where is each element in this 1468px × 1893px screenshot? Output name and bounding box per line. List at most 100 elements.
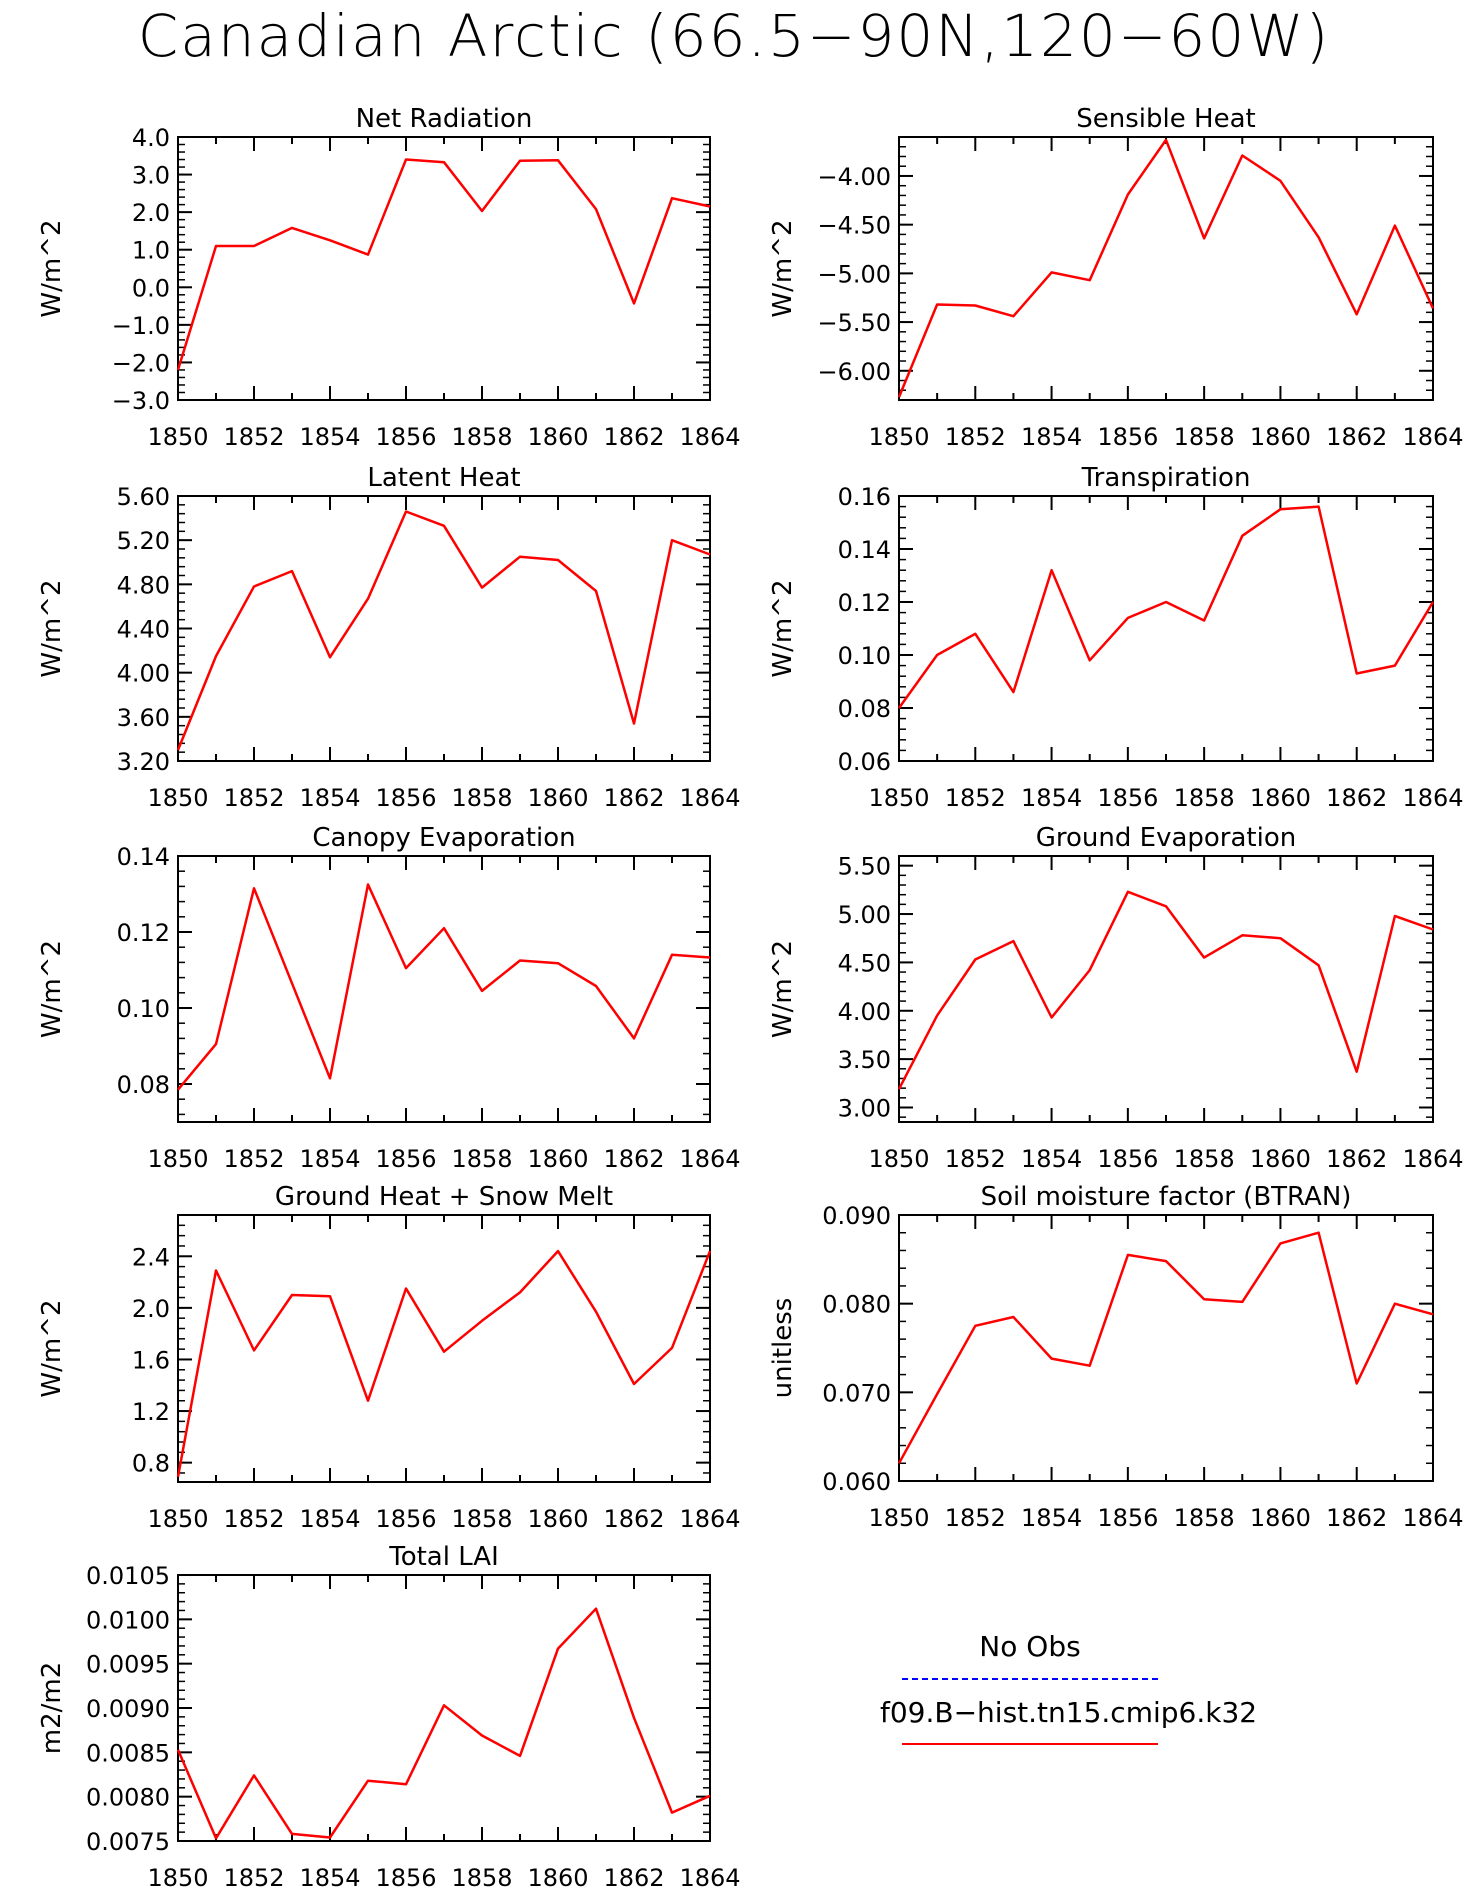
plot-frame bbox=[177, 1214, 711, 1483]
x-tick-label: 1864 bbox=[679, 1145, 740, 1173]
x-tick-label: 1850 bbox=[868, 784, 929, 812]
x-tick-label: 1852 bbox=[223, 784, 284, 812]
x-tick-label: 1852 bbox=[223, 1505, 284, 1533]
series-line bbox=[176, 158, 711, 371]
x-tick-label: 1852 bbox=[223, 423, 284, 451]
x-tick-label: 1862 bbox=[1326, 784, 1387, 812]
y-tick-label: 5.00 bbox=[838, 901, 891, 929]
x-tick-label: 1862 bbox=[603, 1864, 664, 1892]
y-tick-label: 5.60 bbox=[117, 483, 170, 511]
x-tick-label: 1862 bbox=[603, 1505, 664, 1533]
y-axis-label: W/m^2 bbox=[768, 940, 798, 1038]
y-axis-label: W/m^2 bbox=[37, 579, 67, 677]
page-title: Canadian Arctic (66.5−90N,120−60W) bbox=[137, 2, 1331, 70]
y-tick-label: 0.12 bbox=[117, 919, 170, 947]
y-tick-label: 0.070 bbox=[822, 1379, 891, 1407]
series-line bbox=[897, 138, 1435, 398]
x-tick-label: 1858 bbox=[1174, 784, 1235, 812]
legend-obs-line bbox=[902, 1678, 1158, 1680]
x-tick-label: 1852 bbox=[223, 1145, 284, 1173]
chart-panel: 1850 1852 1854 1856 1858 1860 1862 1864 0.08 0.10… bbox=[37, 823, 741, 1173]
series-line bbox=[177, 883, 711, 1091]
x-tick-label: 1850 bbox=[147, 1505, 208, 1533]
x-tick-label: 1856 bbox=[375, 1505, 436, 1533]
x-tick-label: 1854 bbox=[299, 1864, 360, 1892]
x-tick-label: 1860 bbox=[527, 1505, 588, 1533]
y-tick-label: 0.0105 bbox=[86, 1562, 170, 1590]
x-tick-label: 1862 bbox=[1326, 1504, 1387, 1532]
x-tick-label: 1854 bbox=[1021, 1504, 1082, 1532]
chart-panel: 1850 1852 1854 1856 1858 1860 1862 1864 0.8 1.2 1.… bbox=[37, 1182, 741, 1533]
plot-frame bbox=[898, 855, 1434, 1123]
chart-panel: 1850 1852 1854 1856 1858 1860 1862 1864 0.0075 0.… bbox=[37, 1542, 741, 1892]
y-tick-label: 0.0075 bbox=[86, 1828, 170, 1856]
x-tick-label: 1850 bbox=[147, 423, 208, 451]
y-tick-label: 0.0 bbox=[132, 274, 170, 302]
y-tick-label: 0.16 bbox=[838, 483, 891, 511]
y-axis-label: m2/m2 bbox=[37, 1662, 67, 1755]
plot-frame bbox=[898, 495, 1434, 762]
chart-title: Sensible Heat bbox=[1076, 104, 1255, 134]
y-axis-label: W/m^2 bbox=[37, 940, 67, 1038]
x-tick-label: 1862 bbox=[603, 784, 664, 812]
series-line bbox=[897, 890, 1434, 1090]
x-tick-label: 1862 bbox=[1326, 1145, 1387, 1173]
x-tick-label: 1860 bbox=[1250, 784, 1311, 812]
x-tick-label: 1856 bbox=[1097, 784, 1158, 812]
y-tick-label: 0.0080 bbox=[86, 1784, 170, 1812]
chart-title: Transpiration bbox=[1081, 463, 1251, 493]
series-line bbox=[176, 1607, 711, 1840]
x-tick-label: 1858 bbox=[451, 423, 512, 451]
chart-title: Canopy Evaporation bbox=[312, 823, 575, 853]
x-tick-label: 1864 bbox=[1402, 1145, 1463, 1173]
x-tick-label: 1856 bbox=[1097, 423, 1158, 451]
y-tick-label: 5.20 bbox=[117, 527, 170, 555]
y-tick-label: −5.50 bbox=[817, 309, 891, 337]
y-tick-label: 3.60 bbox=[117, 704, 170, 732]
x-tick-label: 1854 bbox=[299, 1505, 360, 1533]
x-tick-label: 1864 bbox=[679, 1505, 740, 1533]
x-tick-label: 1860 bbox=[1250, 423, 1311, 451]
chart-title: Total LAI bbox=[388, 1542, 499, 1572]
x-tick-label: 1862 bbox=[603, 423, 664, 451]
y-tick-label: 0.12 bbox=[838, 589, 891, 617]
chart-title: Soil moisture factor (BTRAN) bbox=[981, 1182, 1352, 1212]
chart-title: Ground Heat + Snow Melt bbox=[275, 1182, 613, 1212]
x-tick-label: 1864 bbox=[1402, 423, 1463, 451]
legend-obs-label: No Obs bbox=[979, 1630, 1081, 1663]
x-tick-label: 1854 bbox=[299, 784, 360, 812]
y-tick-label: 3.20 bbox=[117, 748, 170, 776]
y-tick-label: −6.00 bbox=[817, 358, 891, 386]
x-tick-label: 1850 bbox=[868, 1504, 929, 1532]
x-tick-label: 1860 bbox=[527, 1864, 588, 1892]
series-line bbox=[897, 505, 1435, 709]
chart-panel: 1850 1852 1854 1856 1858 1860 1862 1864 −6.00 −5.… bbox=[768, 104, 1464, 451]
y-tick-label: 3.00 bbox=[838, 1094, 891, 1122]
x-tick-label: 1864 bbox=[679, 1864, 740, 1892]
y-tick-label: 0.14 bbox=[838, 536, 891, 564]
y-tick-label: 0.0095 bbox=[86, 1651, 170, 1679]
plot-frame bbox=[898, 136, 1434, 401]
series-line bbox=[897, 1231, 1434, 1464]
x-tick-label: 1858 bbox=[1174, 1145, 1235, 1173]
chart-title: Latent Heat bbox=[367, 463, 520, 493]
x-tick-label: 1860 bbox=[527, 784, 588, 812]
x-tick-label: 1852 bbox=[945, 1504, 1006, 1532]
y-tick-label: 0.080 bbox=[822, 1291, 891, 1319]
x-tick-label: 1858 bbox=[1174, 423, 1235, 451]
x-tick-label: 1858 bbox=[451, 1145, 512, 1173]
x-tick-label: 1850 bbox=[868, 423, 929, 451]
x-tick-label: 1854 bbox=[299, 1145, 360, 1173]
plot-frame bbox=[898, 1214, 1434, 1482]
y-tick-label: 0.0090 bbox=[86, 1695, 170, 1723]
x-tick-label: 1856 bbox=[1097, 1145, 1158, 1173]
y-tick-label: 0.14 bbox=[117, 843, 170, 871]
y-tick-label: 1.6 bbox=[132, 1346, 170, 1374]
y-tick-label: 0.10 bbox=[117, 995, 170, 1023]
y-tick-label: 4.00 bbox=[838, 998, 891, 1026]
series-line bbox=[176, 510, 711, 751]
x-tick-label: 1852 bbox=[223, 1864, 284, 1892]
y-axis-label: W/m^2 bbox=[768, 219, 798, 317]
x-tick-label: 1856 bbox=[375, 423, 436, 451]
